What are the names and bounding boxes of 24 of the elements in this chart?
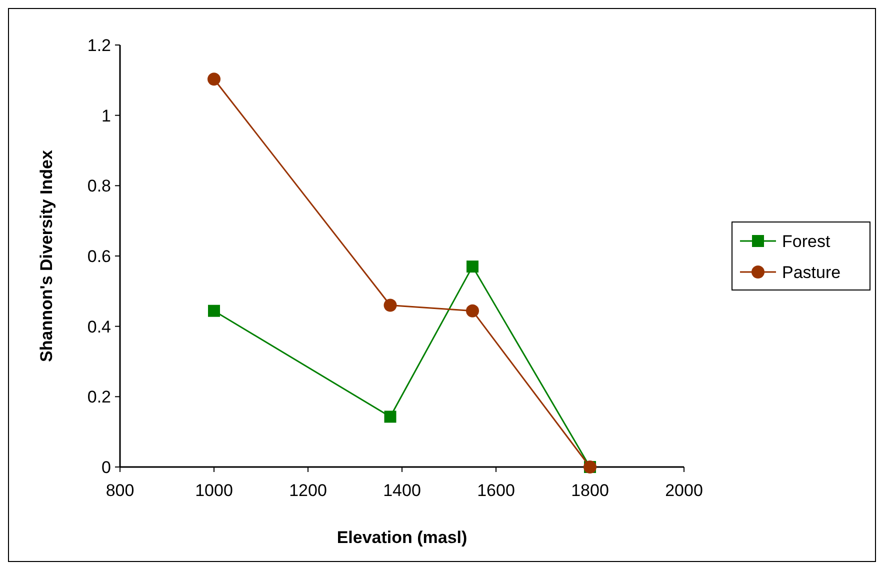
point [384, 410, 396, 423]
point [208, 304, 220, 317]
y-tick-label: 0.2 [87, 388, 111, 407]
point [466, 260, 478, 273]
y-tick-label: 0 [102, 458, 111, 477]
x-tick-label: 1400 [383, 481, 421, 500]
y-tick-label: 1.2 [87, 36, 111, 55]
x-tick-label: 1000 [195, 481, 233, 500]
x-tick-label: 1800 [571, 481, 609, 500]
legend-label: Forest [782, 232, 830, 251]
point [466, 304, 479, 318]
point [384, 298, 397, 312]
y-tick-label: 0.4 [87, 317, 111, 336]
x-tick-label: 2000 [665, 481, 703, 500]
x-tick-label: 800 [106, 481, 134, 500]
x-tick-label: 1200 [289, 481, 327, 500]
y-tick-label: 0.8 [87, 176, 111, 196]
y-tick-label: 0.6 [87, 246, 111, 266]
x-tick-label: 1600 [477, 481, 515, 500]
y-tick-label: 1 [102, 106, 111, 126]
point [208, 72, 220, 86]
x-axis-title: Elevation (masl) [336, 528, 468, 547]
legend-label: Pasture [782, 262, 841, 282]
y-axis-title: Shannon's Diversity Index [37, 150, 56, 362]
